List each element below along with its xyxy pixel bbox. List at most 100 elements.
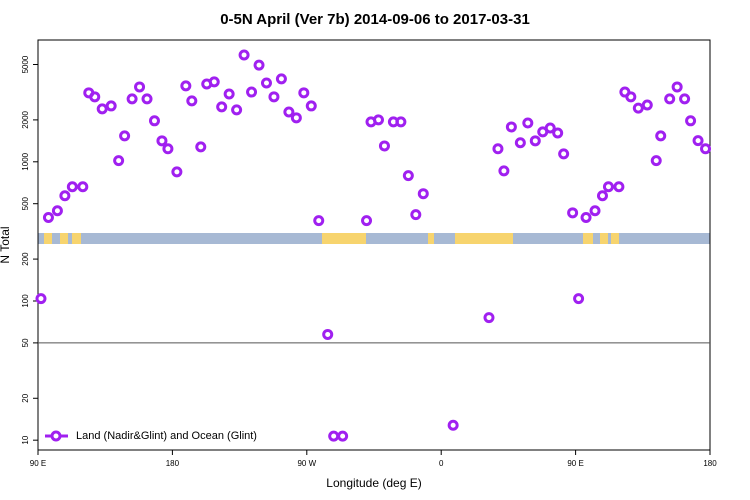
- y-tick-label: 2000: [21, 110, 30, 128]
- data-point: [613, 181, 625, 193]
- data-point: [96, 103, 108, 115]
- data-point: [313, 215, 325, 227]
- land-patch: [60, 233, 68, 244]
- data-point: [529, 135, 541, 147]
- data-point: [679, 93, 691, 105]
- data-point: [378, 140, 390, 152]
- data-point: [322, 328, 334, 340]
- y-tick-label: 5000: [21, 55, 30, 73]
- land-patch: [322, 233, 366, 244]
- data-point: [113, 155, 125, 167]
- data-point: [216, 101, 228, 113]
- data-point: [625, 91, 637, 103]
- y-tick-label: 200: [21, 252, 30, 266]
- legend-marker: [50, 430, 62, 442]
- data-point: [650, 155, 662, 167]
- data-point: [51, 205, 63, 217]
- data-point: [275, 73, 287, 85]
- data-point: [558, 148, 570, 160]
- data-point: [498, 165, 510, 177]
- data-point: [156, 135, 168, 147]
- plot-frame: [37, 39, 711, 451]
- data-point: [632, 102, 644, 114]
- data-point: [664, 93, 676, 105]
- data-point: [195, 141, 207, 153]
- legend: Land (Nadir&Glint) and Ocean (Glint): [45, 430, 257, 442]
- land-patch: [44, 233, 52, 244]
- data-point: [260, 77, 272, 89]
- data-point: [208, 76, 220, 88]
- data-point: [66, 181, 78, 193]
- data-point: [305, 100, 317, 112]
- data-point: [246, 86, 258, 98]
- data-point: [596, 190, 608, 202]
- data-point: [671, 81, 683, 93]
- data-point: [59, 190, 71, 202]
- data-point: [447, 419, 459, 431]
- data-point: [283, 106, 295, 118]
- chart-title: 0-5N April (Ver 7b) 2014-09-06 to 2017-0…: [220, 11, 530, 28]
- data-point: [685, 115, 697, 127]
- data-point: [126, 93, 138, 105]
- x-axis-label: Longitude (deg E): [326, 476, 421, 490]
- land-ocean-band: [38, 233, 710, 244]
- data-point: [417, 188, 429, 200]
- data-point: [589, 205, 601, 217]
- data-point: [290, 112, 302, 124]
- land-patch: [600, 233, 608, 244]
- data-point: [180, 80, 192, 92]
- data-point: [700, 143, 712, 155]
- x-tick-label: 90 W: [297, 459, 316, 468]
- y-axis-label: N Total: [0, 226, 12, 263]
- data-point: [77, 181, 89, 193]
- data-point: [186, 95, 198, 107]
- data-point: [372, 114, 384, 126]
- data-point: [253, 59, 265, 71]
- data-point: [223, 88, 235, 100]
- data-point: [573, 293, 585, 305]
- data-point: [514, 137, 526, 149]
- data-point: [238, 49, 250, 61]
- data-point: [105, 100, 117, 112]
- data-point: [148, 115, 160, 127]
- data-point: [361, 215, 373, 227]
- data-point: [268, 91, 280, 103]
- data-point: [580, 211, 592, 223]
- x-tick-label: 90 E: [30, 459, 46, 468]
- data-point: [492, 143, 504, 155]
- data-point: [552, 127, 564, 139]
- data-point: [298, 87, 310, 99]
- y-tick-label: 20: [21, 393, 30, 402]
- data-point: [410, 209, 422, 221]
- land-patch: [428, 233, 434, 244]
- x-tick-label: 180: [703, 459, 717, 468]
- y-tick-label: 10: [21, 435, 30, 444]
- data-point: [134, 81, 146, 93]
- data-point: [567, 207, 579, 219]
- land-patch: [455, 233, 513, 244]
- data-point: [544, 122, 556, 134]
- x-tick-label: 90 E: [567, 459, 583, 468]
- data-point: [505, 121, 517, 133]
- data-point: [171, 166, 183, 178]
- land-patch: [583, 233, 593, 244]
- y-tick-label: 50: [21, 338, 30, 347]
- legend-label: Land (Nadir&Glint) and Ocean (Glint): [76, 430, 257, 442]
- data-point: [35, 293, 47, 305]
- data-point: [89, 91, 101, 103]
- data-point: [141, 93, 153, 105]
- data-point: [231, 104, 243, 116]
- x-tick-label: 0: [439, 459, 444, 468]
- data-point: [655, 130, 667, 142]
- x-tick-label: 180: [166, 459, 180, 468]
- land-patch: [72, 233, 81, 244]
- data-point: [602, 181, 614, 193]
- data-point: [119, 130, 131, 142]
- data-point: [692, 135, 704, 147]
- data-point: [395, 116, 407, 128]
- y-tick-label: 1000: [21, 152, 30, 170]
- land-patch: [611, 233, 619, 244]
- data-point: [641, 99, 653, 111]
